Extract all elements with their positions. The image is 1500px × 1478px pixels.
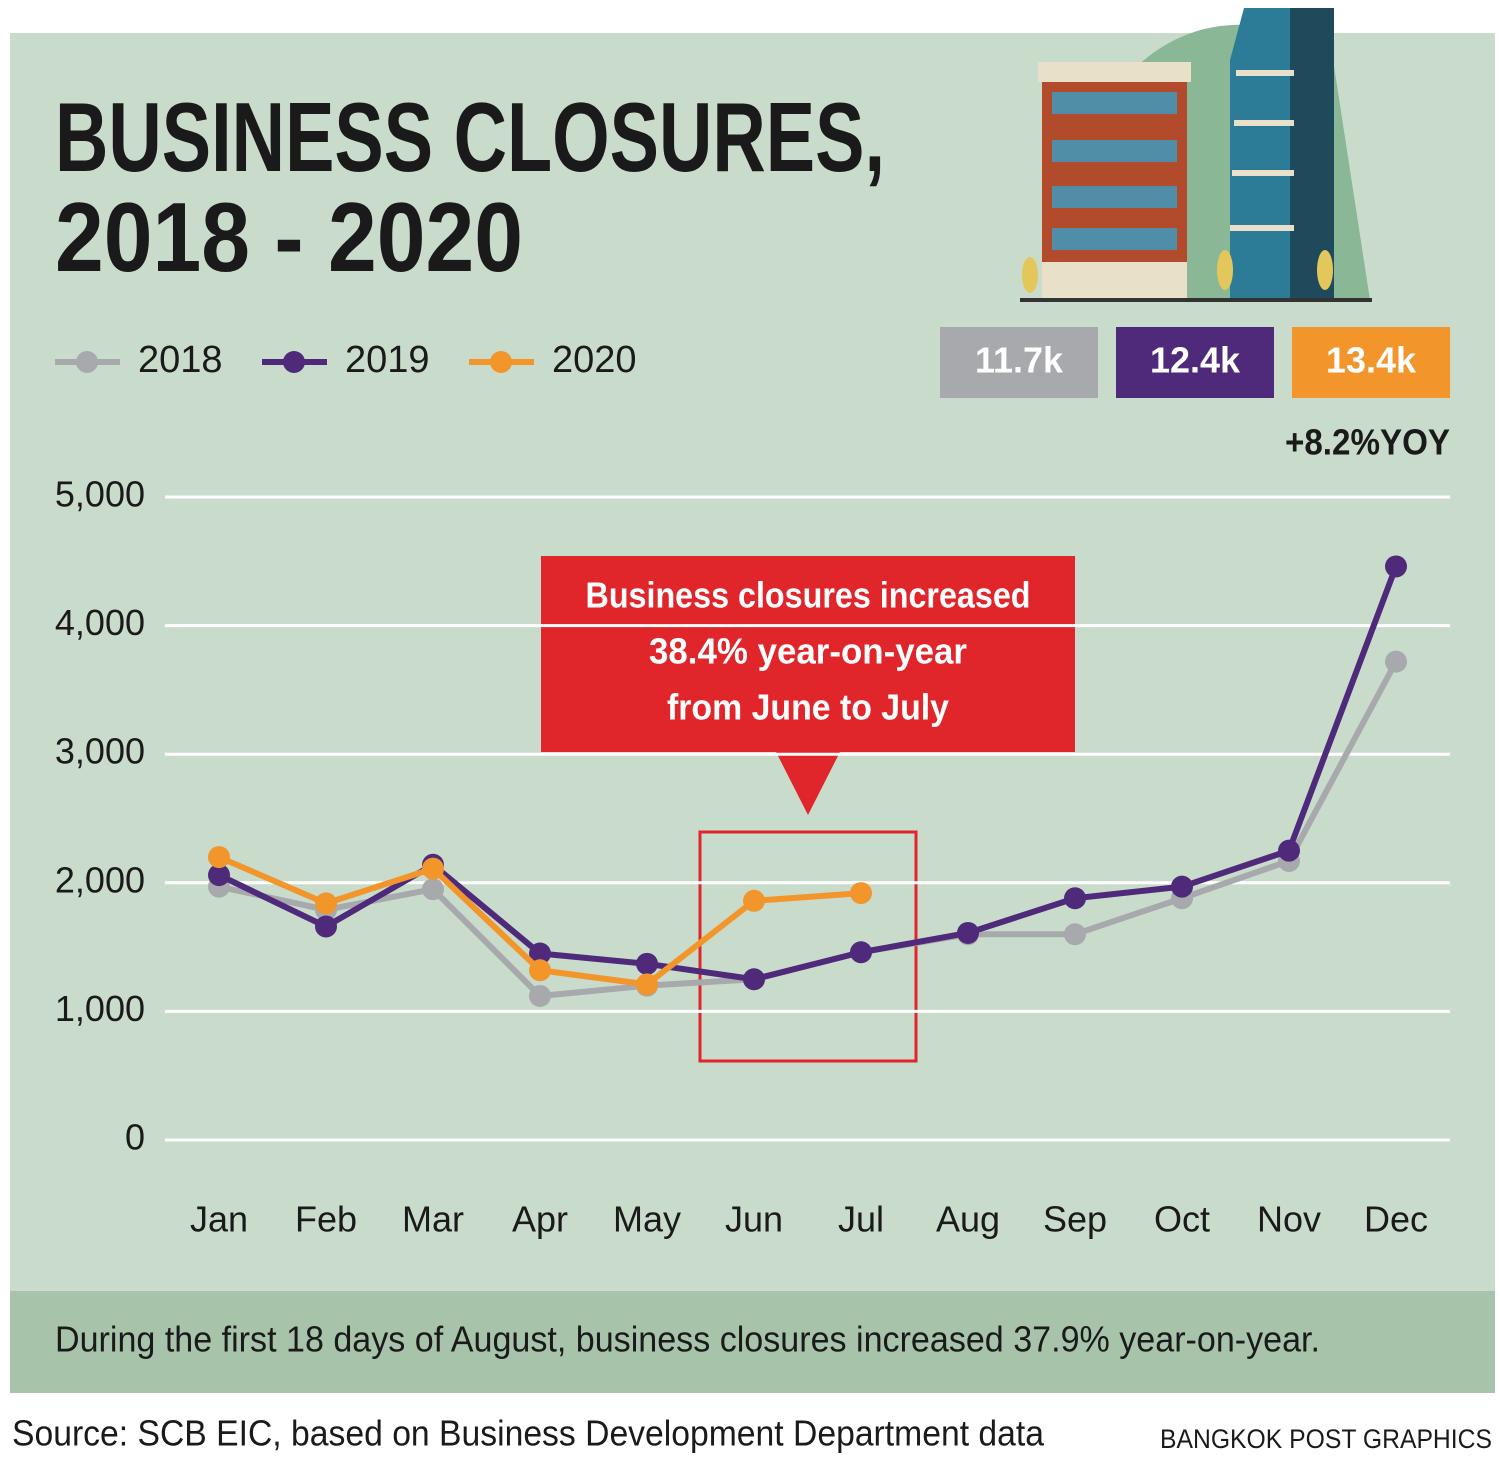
series-marker <box>1064 887 1086 910</box>
chart-title: 2018 - 2020 <box>55 182 523 292</box>
series-marker <box>529 984 551 1007</box>
series-marker <box>529 959 551 982</box>
chart-title: BUSINESS CLOSURES, <box>55 82 885 192</box>
x-tick-label: Dec <box>1364 1199 1428 1240</box>
total-box <box>1292 327 1450 398</box>
legend-label: 2020 <box>552 339 637 381</box>
series-marker <box>208 846 230 869</box>
y-tick-label: 1,000 <box>55 988 145 1029</box>
total-box <box>940 327 1098 398</box>
x-tick-label: Aug <box>936 1199 1000 1240</box>
series-marker <box>1064 923 1086 946</box>
x-tick-label: Mar <box>402 1199 464 1240</box>
series-marker <box>422 857 444 880</box>
legend-marker <box>283 351 305 373</box>
y-tick-label: 3,000 <box>55 731 145 772</box>
x-tick-label: Nov <box>1257 1199 1321 1240</box>
series-marker <box>1385 555 1407 578</box>
y-tick-label: 0 <box>125 1117 145 1158</box>
source: Source: SCB EIC, based on Business Devel… <box>12 1413 1045 1454</box>
annotation-text: from June to July <box>667 687 949 728</box>
x-tick-label: Oct <box>1154 1199 1210 1240</box>
annotation-pointer <box>775 750 841 815</box>
y-tick-label: 2,000 <box>55 859 145 900</box>
series-marker <box>1385 650 1407 673</box>
footnote: During the first 18 days of August, busi… <box>55 1319 1320 1360</box>
x-tick-label: Jun <box>725 1199 783 1240</box>
series-marker <box>850 882 872 905</box>
y-tick-label: 4,000 <box>55 602 145 643</box>
series-marker <box>636 952 658 975</box>
x-tick-label: Jan <box>190 1199 248 1240</box>
series-marker <box>422 878 444 901</box>
total-box <box>1116 327 1274 398</box>
x-tick-label: Sep <box>1043 1199 1107 1240</box>
y-tick-label: 5,000 <box>55 474 145 515</box>
series-marker <box>315 915 337 938</box>
legend-marker <box>490 351 512 373</box>
annotation-text: 38.4% year-on-year <box>649 631 967 672</box>
total-label: 12.4k <box>1150 340 1241 381</box>
total-label: 13.4k <box>1326 340 1417 381</box>
series-marker <box>529 942 551 965</box>
x-tick-label: Apr <box>512 1199 568 1240</box>
series-marker <box>208 864 230 887</box>
annotation-text: Business closures increased <box>586 575 1031 616</box>
series-marker <box>315 892 337 915</box>
series-marker <box>1171 875 1193 898</box>
annotation-box <box>541 556 1075 752</box>
totals-note: +8.2%YOY <box>1285 422 1450 463</box>
footnote-band <box>10 1291 1495 1393</box>
x-tick-label: Jul <box>838 1199 884 1240</box>
series-marker <box>636 973 658 996</box>
x-tick-label: May <box>613 1199 681 1240</box>
credit: BANGKOK POST GRAPHICS <box>1160 1424 1492 1454</box>
legend-marker <box>76 351 98 373</box>
series-marker <box>1278 839 1300 862</box>
x-tick-label: Feb <box>295 1199 357 1240</box>
total-label: 11.7k <box>975 340 1064 381</box>
series-marker <box>743 889 765 912</box>
series-marker <box>957 921 979 944</box>
legend-label: 2018 <box>138 339 223 381</box>
series-marker <box>743 968 765 991</box>
series-marker <box>850 941 872 964</box>
illustration <box>1020 8 1372 302</box>
legend-label: 2019 <box>345 339 430 381</box>
